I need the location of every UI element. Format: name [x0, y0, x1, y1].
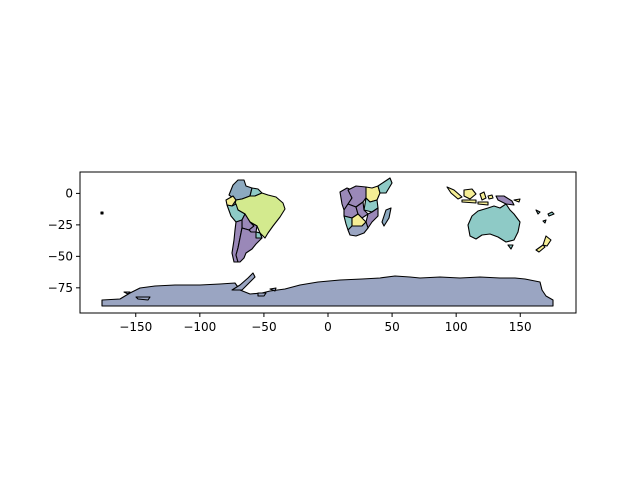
x-axis: −150 −100 −50 0 50 100 150: [119, 313, 532, 334]
x-tick-label: 100: [445, 320, 468, 334]
region-new-guinea: [495, 195, 515, 206]
region-uruguay: [255, 231, 263, 239]
region-antarctic-island-1: [123, 291, 131, 295]
south-america: [225, 179, 286, 263]
region-australia: [467, 203, 521, 243]
x-tick-label: 150: [509, 320, 532, 334]
region-pacific-island-2: [547, 211, 555, 217]
africa: [339, 177, 393, 237]
y-tick-label: −50: [48, 249, 73, 263]
region-antarctic-peninsula: [231, 272, 256, 291]
region-small-island-2: [477, 201, 489, 206]
region-png-islands: [513, 198, 521, 203]
region-antarctica: [101, 275, 554, 307]
region-horn: [377, 177, 393, 194]
region-new-zealand-south: [535, 244, 546, 253]
region-borneo: [463, 188, 477, 200]
y-tick-label: 0: [65, 186, 73, 200]
x-tick-label: −100: [183, 320, 216, 334]
x-tick-label: 0: [324, 320, 332, 334]
region-south-africa: [347, 221, 369, 237]
y-tick-label: −75: [48, 281, 73, 295]
region-pacific-island-3: [542, 219, 547, 224]
x-tick-label: −150: [119, 320, 152, 334]
region-new-zealand: [542, 235, 552, 247]
region-antarctic-island-3: [257, 292, 267, 297]
region-mozambique: [365, 207, 379, 229]
region-pacific-island-1: [535, 209, 541, 215]
region-sumatra: [446, 186, 463, 200]
region-island-dateline: [100, 211, 104, 215]
antarctica: [101, 272, 554, 307]
y-axis: 0 −25 −50 −75: [48, 186, 80, 295]
region-sulawesi: [479, 191, 487, 201]
region-java: [461, 199, 477, 204]
x-tick-label: 50: [384, 320, 399, 334]
x-tick-label: −50: [251, 320, 276, 334]
region-tasmania: [507, 244, 514, 250]
y-tick-label: −25: [48, 218, 73, 232]
region-antarctic-island-2: [135, 296, 151, 301]
region-antarctic-island-4: [269, 287, 277, 292]
region-ecuador: [225, 195, 237, 207]
region-small-island-1: [487, 194, 494, 200]
oceania: [446, 186, 555, 253]
region-madagascar: [381, 207, 392, 227]
